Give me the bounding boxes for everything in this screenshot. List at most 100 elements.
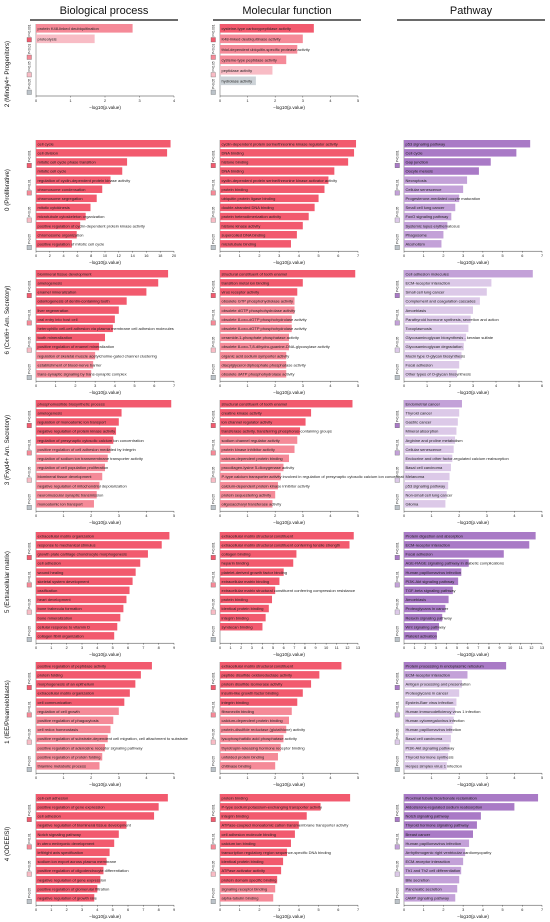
bar [220, 167, 335, 175]
bar [36, 894, 95, 902]
x-tick-label: 3 [278, 908, 280, 912]
bar [220, 158, 349, 166]
bar [36, 623, 118, 631]
legend-swatch [26, 450, 32, 456]
legend-swatch [26, 190, 32, 196]
bar [36, 632, 115, 640]
row-label: 0 (Proliferative) [4, 169, 11, 211]
legend-swatch [210, 637, 216, 642]
bar-label: p53 signaling pathway [406, 483, 446, 488]
legend-swatch [394, 685, 400, 690]
bar-label: heterophilic cell-cell adhesion via plas… [38, 326, 174, 331]
row-labels: 2 (Mindy4+ Progenitors) 0 (Proliferative)… [4, 41, 11, 861]
bar [404, 794, 539, 802]
x-tick-label: 0 [403, 254, 405, 258]
bar [404, 361, 460, 369]
bar [220, 45, 298, 54]
x-tick-label: 1 [247, 384, 249, 388]
bar [220, 481, 278, 490]
bar [404, 445, 454, 453]
bar [220, 866, 282, 875]
x-axis-label: −log10(p.value) [457, 390, 489, 395]
bar-label: integrin binding [222, 700, 249, 705]
bar-label: P-type sodium:potassium-exchanging trans… [222, 804, 323, 809]
legend-swatch [26, 423, 32, 428]
x-axis-label: −log10(p.value) [273, 520, 305, 525]
bar-label: signaling receptor binding [222, 886, 268, 891]
panel-5-extracellular-matrix-pathway: P<0.001 P<0.01 P<0.05 P>0.05 Protein digesti… [394, 532, 544, 657]
panel-3-fxyd4-am-secretory-molecular-function: P<0.001 P<0.01 P<0.05 P>0.05 structural cons… [210, 400, 409, 525]
x-tick-label: 4 [96, 646, 98, 650]
bar [404, 803, 515, 811]
bar-label: odontogenesis of dentin-containing tooth [38, 299, 110, 304]
bar-label: virus receptor activity [222, 290, 260, 295]
x-tick-label: 4 [495, 384, 497, 388]
bar [404, 315, 471, 323]
x-axis-label: −log10(p.value) [89, 652, 121, 657]
legend-label: P<0.05 [28, 206, 32, 216]
bar [36, 149, 168, 157]
bar [36, 794, 168, 802]
bar-label: neuromuscular synaptic transmission [38, 492, 104, 497]
bar-label: lysophosphatidic acid phosphatase activi… [222, 736, 297, 741]
legend-swatch [26, 637, 32, 642]
bar [404, 762, 447, 770]
bar-label: Pancreatic secretion [406, 886, 442, 891]
bar-label: supercoiled DNA binding [222, 232, 266, 237]
bar [404, 491, 447, 499]
bar [404, 680, 462, 688]
bar-label: cell redox homeostasis [38, 727, 79, 732]
bar-label: cysteine-type peptidase activity [222, 58, 277, 63]
bar [220, 604, 269, 613]
bar [36, 762, 100, 770]
legend-swatch [210, 555, 216, 560]
bar-label: ATPase-coupled monoatomic cation transme… [222, 823, 349, 828]
x-tick-label: 7 [173, 384, 175, 388]
legend-label: P<0.001 [212, 24, 216, 36]
bar-label: phosphoinositide biosynthetic process [38, 401, 105, 406]
bar [404, 472, 450, 481]
panel-0-proliferative-molecular-function: P<0.001 P<0.01 P<0.05 P>0.05 cyclin-dependen… [210, 140, 359, 265]
legend-label: P>0.05 [212, 494, 216, 504]
bar [220, 194, 319, 203]
column-title-molecular-function: Molecular function [242, 5, 331, 17]
legend-swatch [210, 817, 216, 822]
bar [36, 370, 92, 378]
bar-label: protein folding [38, 672, 63, 677]
bar [36, 595, 127, 604]
bar-label: Parathyroid hormone synthesis, secretion… [406, 317, 499, 322]
x-tick-label: 3 [138, 99, 140, 103]
bar-label: obsolete 8-oxo-7,8-dihydro-guanine-DNA-g… [222, 344, 330, 349]
bar-label: regulation of cell growth [38, 709, 80, 714]
bar-label: ATPase activator activity [222, 868, 266, 873]
bar-label: protein binding [222, 795, 248, 800]
bar-label: growth plate cartilage chondrocyte morph… [38, 552, 127, 557]
x-tick-label: 4 [63, 254, 65, 258]
bar [36, 875, 101, 884]
bar-label: peptidase activity [222, 68, 253, 73]
bar-label: organic acid sodium symporter activity [222, 353, 290, 358]
panel-1-iee-preameloblasts-biological-process: P<0.001 P<0.01 P<0.05 P>0.05 positive regula… [26, 662, 189, 787]
x-tick-label: 5 [112, 646, 114, 650]
legend-swatch [394, 320, 400, 326]
legend-label: P<0.01 [396, 571, 400, 581]
bar [404, 559, 469, 567]
x-tick-label: 5 [502, 254, 504, 258]
x-tick-label: 2 [274, 776, 276, 780]
bar [36, 812, 155, 820]
legend-label: P<0.001 [212, 280, 216, 292]
x-tick-label: 4 [513, 514, 515, 518]
x-tick-label: 1 [431, 776, 433, 780]
x-tick-label: 2 [74, 384, 76, 388]
bar [220, 753, 278, 761]
bar-label: chromosome condensation [38, 187, 86, 192]
legend-label: P>0.05 [212, 234, 216, 244]
bar-label: Glycosaminoglycan degradation [406, 344, 463, 349]
legend-label: P>0.05 [212, 364, 216, 374]
legend-swatch [394, 450, 400, 456]
x-axis-label: −log10(p.value) [89, 520, 121, 525]
legend-label: P<0.01 [212, 309, 216, 319]
bar [404, 894, 456, 902]
legend-swatch [394, 347, 400, 353]
bar-label: Th1 and Th2 cell differentiation [406, 868, 461, 873]
